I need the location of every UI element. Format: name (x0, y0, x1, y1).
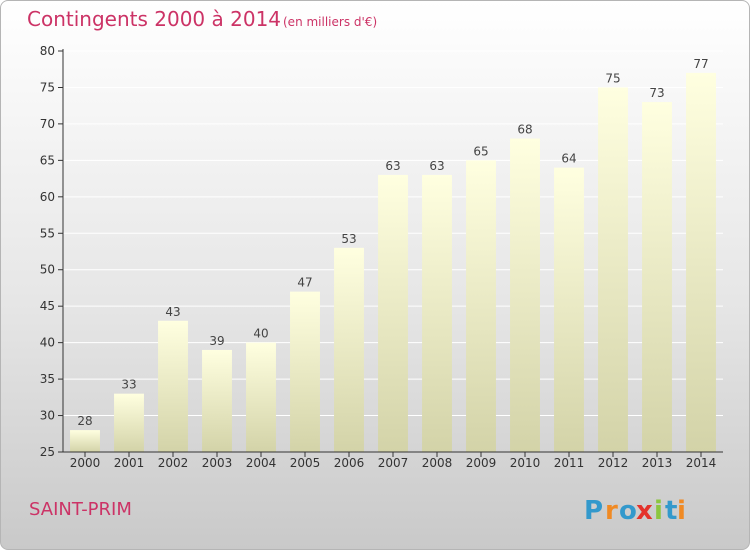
logo-letter: o (619, 496, 637, 526)
data-label: 65 (473, 144, 488, 158)
x-tick-label: 2012 (598, 456, 629, 470)
bar (246, 342, 276, 452)
y-tick-label: 65 (40, 153, 55, 167)
data-label: 68 (517, 122, 532, 136)
x-tick-label: 2007 (378, 456, 409, 470)
y-tick-label: 60 (40, 190, 55, 204)
data-label: 33 (121, 378, 136, 392)
bar (378, 174, 408, 453)
bar (334, 247, 364, 452)
y-tick-label: 40 (40, 336, 55, 350)
data-label: 63 (429, 159, 444, 173)
y-tick-label: 50 (40, 263, 55, 277)
data-label: 47 (297, 276, 312, 290)
labels: 28 33 43 39 40 47 53 63 63 65 68 64 75 73 77 (77, 57, 708, 428)
data-label: 77 (693, 57, 708, 71)
y-tick-label: 70 (40, 117, 55, 131)
bar (202, 349, 232, 452)
x-tick-label: 2003 (202, 456, 233, 470)
bars (70, 72, 716, 453)
data-label: 73 (649, 86, 664, 100)
y-tick-label: 25 (40, 445, 55, 459)
x-tick-label: 2009 (466, 456, 497, 470)
bar (554, 167, 584, 452)
logo-letter: i (654, 496, 663, 526)
data-label: 28 (77, 414, 92, 428)
x-tick-label: 2014 (686, 456, 717, 470)
bar (598, 87, 628, 453)
bar (510, 138, 540, 452)
axes: 25 30 35 40 45 50 55 60 65 70 75 80 2000 2001 2002 2003… (40, 44, 723, 470)
x-tick-label: 2011 (554, 456, 585, 470)
y-tick-label: 30 (40, 409, 55, 423)
x-tick-label: 2006 (334, 456, 365, 470)
data-label: 63 (385, 159, 400, 173)
bar (158, 320, 188, 452)
y-tick-label: 45 (40, 299, 55, 313)
place-label: SAINT-PRIM (29, 499, 132, 520)
x-tick-label: 2010 (510, 456, 541, 470)
x-tick-label: 2001 (114, 456, 145, 470)
logo-letter: i (677, 496, 686, 526)
x-tick-label: 2005 (290, 456, 321, 470)
data-label: 40 (253, 327, 268, 341)
bar (114, 393, 144, 452)
bar (422, 174, 452, 453)
x-tick-label: 2008 (422, 456, 453, 470)
logo-letter: r (605, 496, 618, 526)
bar (290, 291, 320, 452)
chart-title: Contingents 2000 à 2014 (27, 7, 281, 31)
data-label: 64 (561, 152, 576, 166)
x-tick-label: 2004 (246, 456, 277, 470)
bar (70, 430, 100, 452)
y-tick-label: 35 (40, 372, 55, 386)
data-label: 43 (165, 305, 180, 319)
y-tick-label: 55 (40, 226, 55, 240)
x-tick-label: 2000 (70, 456, 101, 470)
y-tick-label: 80 (40, 44, 55, 58)
data-label: 75 (605, 71, 620, 85)
x-tick-label: 2002 (158, 456, 189, 470)
bar (686, 72, 716, 452)
logo-letter: t (665, 496, 677, 526)
x-tick-label: 2013 (642, 456, 673, 470)
chart-subtitle: (en milliers d'€) (283, 15, 377, 29)
bar (466, 160, 496, 452)
y-tick-label: 75 (40, 80, 55, 94)
bar (642, 102, 672, 452)
data-label: 53 (341, 232, 356, 246)
logo-letter: x (636, 496, 653, 526)
data-label: 39 (209, 334, 224, 348)
logo-letter: P (584, 496, 603, 526)
